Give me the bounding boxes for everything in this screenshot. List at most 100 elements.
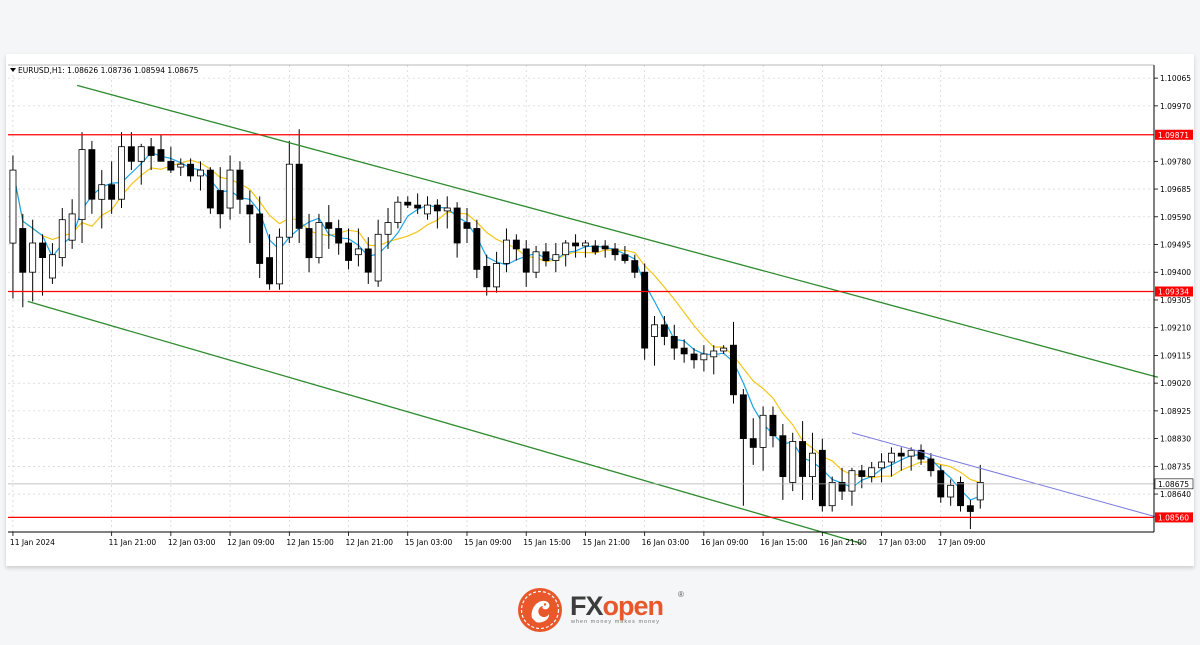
candle-body (19, 228, 27, 273)
candle (58, 208, 66, 267)
chart-window: 1.10065 1.09970 1.09780 1.09685 1.09590 1.094… (6, 54, 1194, 566)
candle (621, 245, 629, 264)
candle-body (443, 207, 451, 212)
x-tick-label: 17 Jan 03:00 (879, 538, 927, 547)
candle (315, 213, 323, 264)
candle-body (651, 324, 658, 337)
candle-body (611, 248, 619, 256)
candle-body (266, 257, 273, 285)
candle-body (917, 449, 925, 460)
x-tick-label: 11 Jan 21:00 (109, 538, 157, 547)
candle-body (976, 481, 984, 501)
candle-body (680, 347, 688, 355)
x-tick-label: 15 Jan 03:00 (405, 538, 453, 547)
price-level-tag (1155, 286, 1193, 297)
candle-body (345, 242, 352, 261)
chevron-down-icon[interactable] (10, 68, 16, 72)
dragon-emblem-icon (518, 588, 562, 632)
candle (285, 140, 293, 244)
candle (354, 228, 362, 267)
candle-body (394, 201, 402, 223)
candle (216, 167, 224, 229)
price-level-label: 1.09334 (1158, 287, 1189, 296)
candle-body (966, 505, 974, 512)
current-price-label: 1.08675 (1158, 480, 1189, 489)
candle-body (58, 219, 66, 258)
candle (976, 464, 984, 509)
candle-body (601, 245, 609, 250)
candle (690, 348, 698, 369)
candle (907, 447, 915, 471)
y-tick-label: 1.09115 (1160, 351, 1191, 360)
candle (246, 190, 254, 244)
drawn-lines (8, 84, 1159, 545)
candle (295, 129, 303, 244)
chart-header: EURUSD,H1: 1.08626 1.08736 1.08594 1.086… (10, 66, 199, 75)
candle-body (730, 344, 737, 396)
candle-body (907, 449, 915, 457)
candle-body (552, 254, 560, 261)
brand-fx: FX (570, 591, 604, 621)
x-tick-label: 12 Jan 03:00 (168, 538, 216, 547)
candle-body (947, 484, 955, 498)
y-tick-label: 1.09590 (1160, 213, 1191, 222)
candle (591, 240, 599, 255)
candle-body (572, 242, 579, 247)
candle (177, 158, 185, 176)
candle (562, 240, 570, 267)
candle-body (384, 222, 392, 235)
candle-body (414, 204, 422, 209)
candle (660, 316, 668, 346)
candle (759, 406, 767, 471)
candle-body (295, 163, 303, 229)
candle-body (838, 481, 846, 492)
trend-line (851, 432, 1159, 518)
candle-body (127, 146, 135, 162)
candle (542, 243, 550, 267)
candle (818, 438, 826, 512)
candle-body (749, 438, 757, 448)
candle-body (690, 353, 698, 361)
candle (631, 254, 639, 279)
candle-body (216, 190, 224, 215)
candle (779, 424, 787, 500)
candle-body (512, 239, 520, 250)
candle (78, 132, 86, 244)
candle (29, 219, 37, 302)
candle-body (710, 350, 718, 358)
candle (572, 234, 579, 258)
candle-body (236, 169, 244, 200)
x-tick-label: 15 Jan 15:00 (523, 538, 571, 547)
candle (266, 234, 273, 290)
y-tick-label: 1.09305 (1160, 296, 1191, 305)
candle (680, 339, 688, 363)
brand-open: open (602, 591, 664, 621)
candle-body (226, 169, 234, 209)
candle-body (78, 149, 86, 220)
y-tick-label: 1.09495 (1160, 241, 1191, 250)
candle-body (828, 481, 836, 507)
candle (700, 345, 708, 372)
y-tick-label: 1.10065 (1160, 74, 1191, 83)
candles (9, 129, 984, 530)
candle (98, 170, 106, 229)
candle (601, 240, 609, 258)
candle (483, 254, 491, 296)
candle-body (789, 441, 797, 483)
candle-body (196, 169, 204, 177)
fxopen-logo: FXopen ® when money makes money (516, 586, 696, 636)
candle-body (335, 228, 343, 244)
candle (957, 476, 964, 512)
candle (88, 140, 96, 214)
price-level-tag (1155, 129, 1193, 140)
candle (888, 447, 895, 477)
candle-body (493, 263, 500, 288)
candle-body (374, 233, 382, 282)
candle (651, 316, 658, 366)
candle (927, 453, 935, 477)
candle (720, 345, 728, 354)
candle (611, 243, 619, 261)
candle (49, 243, 56, 284)
candle (137, 143, 145, 185)
y-tick-label: 1.08830 (1160, 435, 1191, 444)
